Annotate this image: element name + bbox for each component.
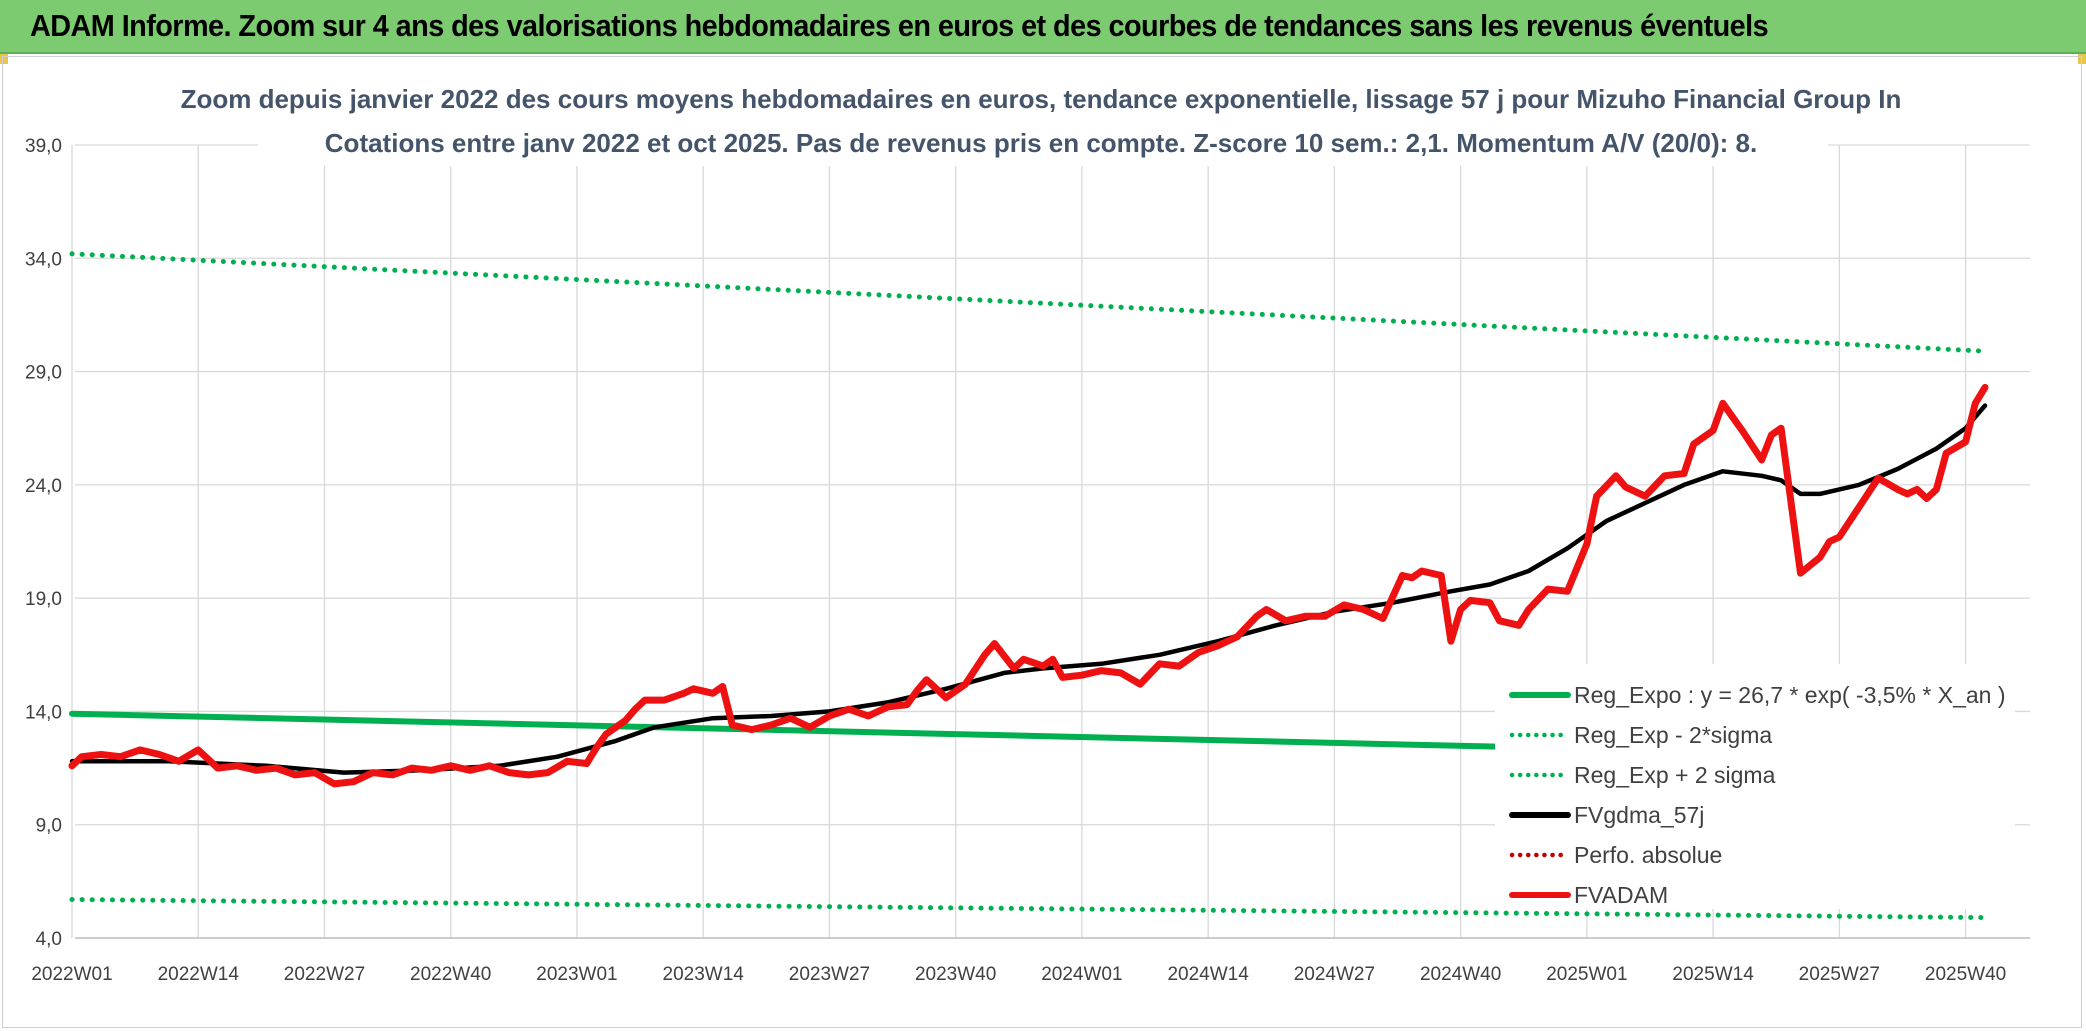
x-tick-label: 2023W27 [789, 964, 870, 985]
chart-subtitle: Cotations entre janv 2022 et oct 2025. P… [325, 128, 1757, 158]
x-tick-label: 2023W40 [915, 964, 996, 985]
corner-accent-right [2078, 54, 2086, 64]
x-tick-label: 2024W40 [1420, 964, 1501, 985]
y-tick-label: 14,0 [25, 702, 62, 723]
x-tick-label: 2023W01 [536, 964, 617, 985]
y-tick-label: 4,0 [36, 929, 62, 950]
report-title: ADAM Informe. Zoom sur 4 ans des valoris… [30, 8, 1769, 43]
x-tick-label: 2025W01 [1546, 964, 1627, 985]
y-tick-label: 29,0 [25, 363, 62, 384]
series-line-3 [69, 251, 1988, 354]
x-tick-label: 2022W27 [284, 964, 365, 985]
legend-entry: Reg_Expo : y = 26,7 * exp( -3,5% * X_an … [1574, 682, 2006, 708]
y-tick-label: 34,0 [25, 249, 62, 270]
axis-layer: 4,0 9,0 14,0 19,0 24,0 29,0 34,0 39,0 2022W01 202… [25, 136, 2030, 985]
x-tick-label: 2022W40 [410, 964, 491, 985]
x-tick-label: 2024W14 [1167, 964, 1249, 985]
legend-entry: Reg_Exp - 2*sigma [1574, 722, 1772, 748]
legend-entry: Reg_Exp + 2 sigma [1574, 762, 1776, 788]
corner-accent-left [0, 54, 8, 64]
legend: Reg_Expo : y = 26,7 * exp( -3,5% * X_an … [1509, 682, 2006, 908]
y-tick-label: 19,0 [25, 589, 62, 610]
series-line-4 [69, 403, 1988, 775]
series-line-6 [68, 383, 1989, 788]
x-tick-label: 2025W40 [1925, 964, 2006, 985]
chart-title: Zoom depuis janvier 2022 des cours moyen… [181, 84, 1902, 114]
y-tick-label: 39,0 [25, 136, 62, 157]
y-tick-label: 24,0 [25, 476, 62, 497]
legend-entry: FVADAM [1574, 882, 1668, 908]
legend-entry: Perfo. absolue [1574, 842, 1722, 868]
y-tick-label: 9,0 [36, 816, 62, 837]
x-tick-label: 2024W01 [1041, 964, 1122, 985]
series-line-2 [69, 897, 1988, 921]
x-tick-label: 2022W01 [31, 964, 112, 985]
x-tick-label: 2023W14 [663, 964, 745, 985]
title-background [258, 76, 1828, 166]
x-tick-label: 2025W27 [1799, 964, 1880, 985]
legend-entry: FVgdma_57j [1574, 802, 1704, 828]
chart-frame [2, 56, 2082, 1028]
legend-background [1495, 664, 2015, 909]
x-tick-label: 2024W27 [1294, 964, 1375, 985]
x-tick-label: 2022W14 [158, 964, 240, 985]
x-tick-label: 2025W14 [1672, 964, 1754, 985]
header-bar: ADAM Informe. Zoom sur 4 ans des valoris… [0, 0, 2086, 54]
